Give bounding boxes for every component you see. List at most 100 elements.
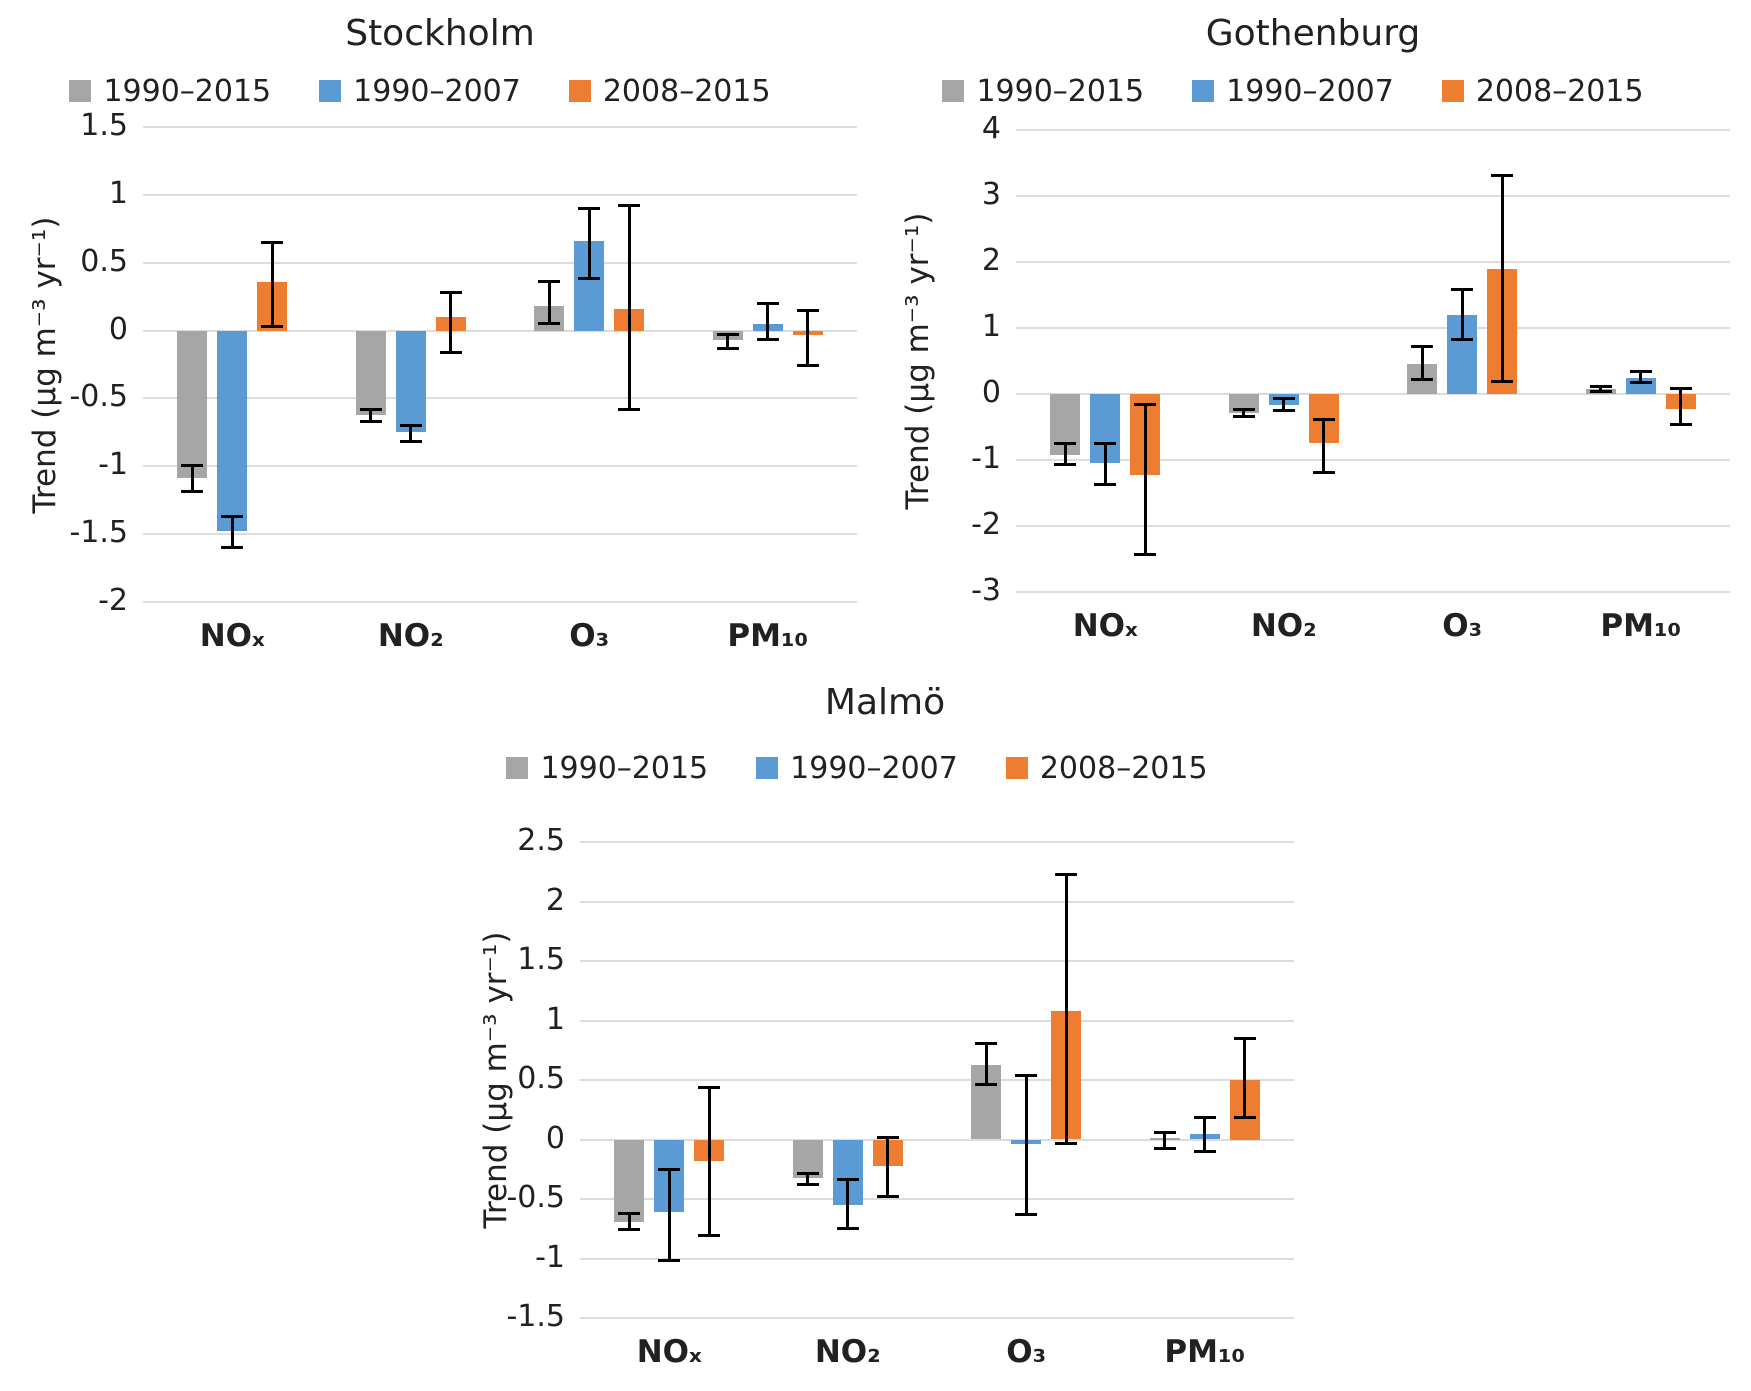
bar [177, 330, 208, 479]
chart-malmo: Malmö 1990–2015 1990–2007 2008–2015 Trend … [450, 652, 1320, 1389]
x-category-label: PM₁₀ [1164, 1334, 1246, 1370]
gridline [580, 841, 1294, 843]
gridline [143, 465, 857, 468]
y-tick-label: -3 [971, 573, 1001, 608]
legend: 1990–2015 1990–2007 2008–2015 [936, 73, 1650, 109]
legend-item: 1990–2015 [942, 74, 1144, 109]
gridline [1016, 591, 1730, 593]
legend-label: 2008–2015 [1475, 73, 1644, 109]
legend-item: 1990–2015 [69, 74, 271, 109]
bar [217, 330, 248, 532]
legend: 1990–2015 1990–2007 2008–2015 [500, 750, 1214, 786]
error-bar [1134, 403, 1157, 556]
error-bar [439, 291, 462, 354]
gridline [143, 329, 857, 332]
error-bar [359, 407, 382, 423]
error-bar [796, 1171, 819, 1186]
chart-stockholm: Stockholm 1990–2015 1990–2007 2008–2015 Tr… [5, 5, 875, 654]
y-tick-label: 0 [108, 311, 128, 347]
x-category-label: NOₓ [199, 618, 265, 654]
error-bar [1055, 872, 1078, 1146]
error-bar [578, 207, 601, 281]
legend-label: 1990–2007 [1226, 73, 1394, 109]
error-bar [221, 515, 244, 550]
gridline [580, 900, 1294, 903]
legend-swatch [1192, 80, 1215, 102]
legend-swatch [69, 80, 92, 102]
error-bar [618, 204, 641, 411]
error-bar [1153, 1131, 1176, 1151]
bar [395, 330, 426, 433]
legend-item: 2008–2015 [568, 74, 771, 109]
gridline [1016, 195, 1730, 197]
error-bar [756, 302, 779, 342]
y-tick-label: 0 [981, 375, 1001, 410]
error-bar [261, 241, 284, 328]
error-bar [1451, 287, 1474, 342]
x-category-label: O₃ [569, 618, 610, 654]
y-tick-label: -1 [98, 447, 128, 483]
y-tick-label: 0 [545, 1120, 565, 1156]
bar [614, 1139, 645, 1222]
legend-label: 1990–2015 [103, 73, 272, 109]
error-bar [399, 424, 422, 444]
error-bar [1233, 1037, 1256, 1120]
chart-title: Stockholm [345, 13, 535, 54]
gridline [143, 601, 857, 603]
x-category-label: NOₓ [636, 1334, 702, 1370]
error-bar [796, 308, 819, 368]
gridline [580, 1019, 1294, 1022]
y-tick-label: 3 [981, 177, 1001, 212]
y-tick-label: 2.5 [517, 823, 565, 858]
x-category-label: NO₂ [814, 1334, 881, 1370]
legend-label: 2008–2015 [1039, 750, 1208, 786]
error-bar [698, 1085, 721, 1238]
legend-label: 1990–2015 [540, 750, 709, 786]
legend-item: 1990–2015 [506, 751, 708, 786]
x-category-label: NO₂ [377, 618, 444, 654]
legend-item: 1990–2007 [319, 74, 521, 109]
y-tick-label: -1 [971, 441, 1001, 476]
chart-title: Malmö [824, 682, 946, 723]
y-tick-label: -1.5 [69, 515, 128, 551]
gridline [580, 1138, 1294, 1141]
y-tick-label: -1.5 [506, 1299, 565, 1334]
error-bar [1491, 174, 1514, 383]
gridline [1016, 327, 1730, 329]
bar [792, 1139, 823, 1178]
legend-swatch [1441, 80, 1464, 102]
error-bar [716, 333, 739, 350]
gridline [580, 960, 1294, 962]
y-tick-label: 0.5 [517, 1061, 565, 1096]
error-bar [1054, 442, 1077, 466]
legend-swatch [756, 757, 779, 779]
gridline [1016, 261, 1730, 263]
y-tick-label: 2 [981, 243, 1001, 278]
x-category-label: PM₁₀ [727, 618, 809, 654]
legend-swatch [506, 757, 529, 779]
chart-gothenburg: Gothenburg 1990–2015 1990–2007 2008–2015 T… [878, 5, 1748, 650]
legend-item: 1990–2007 [756, 751, 958, 786]
legend-item: 2008–2015 [1441, 73, 1644, 109]
chart-title: Gothenburg [1205, 13, 1421, 54]
y-tick-label: -2 [98, 583, 128, 618]
legend-swatch [1005, 757, 1028, 779]
gridline [580, 1257, 1294, 1260]
error-bar [1312, 417, 1335, 474]
error-bar [1589, 385, 1612, 394]
x-category-label: O₃ [1006, 1334, 1047, 1370]
y-tick-label: 4 [981, 111, 1001, 146]
legend-swatch [942, 80, 965, 102]
legend: 1990–2015 1990–2007 2008–2015 [63, 73, 777, 109]
error-bar [1193, 1115, 1216, 1153]
error-bar [538, 280, 561, 326]
y-tick-label: -0.5 [506, 1180, 565, 1215]
gridline [143, 533, 857, 536]
legend-swatch [319, 80, 342, 102]
y-tick-label: 0.5 [80, 243, 128, 279]
error-bar [876, 1135, 899, 1198]
gridline [1016, 393, 1730, 395]
legend-label: 1990–2007 [353, 73, 521, 109]
x-category-label: O₃ [1442, 608, 1483, 644]
